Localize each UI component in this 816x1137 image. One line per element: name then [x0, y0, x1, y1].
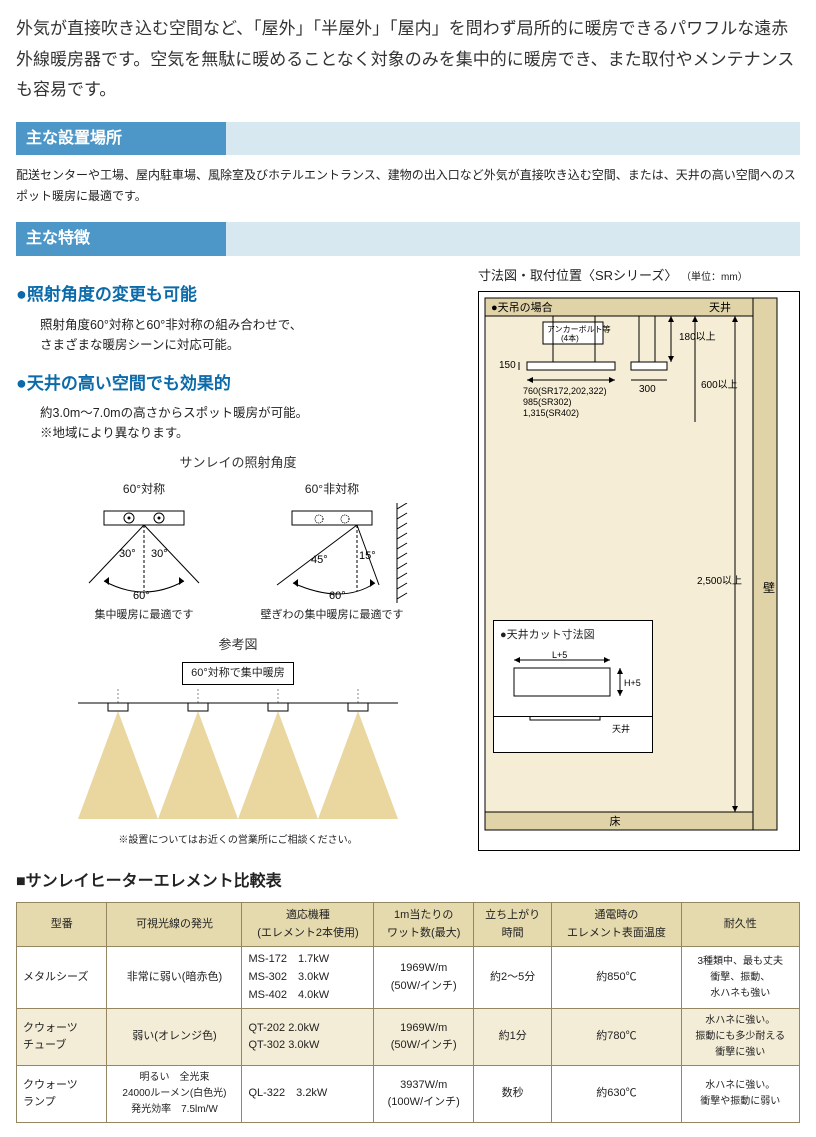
angle-sym-caption: 集中暖房に最適です: [59, 607, 229, 625]
th-model: 型番: [17, 903, 107, 947]
cell: クウォーツチューブ: [17, 1009, 107, 1066]
angle-diagram-title: サンレイの照射角度: [16, 453, 460, 474]
cell: 約850℃: [552, 947, 681, 1009]
feature1-line1: 照射角度60°対称と60°非対称の組み合わせで、: [40, 318, 302, 332]
svg-text:(4本): (4本): [561, 333, 579, 343]
cut-box: ●天井カット寸法図 L+5 H+5: [493, 620, 653, 718]
cell: 水ハネに強い。衝撃や振動に弱い: [681, 1066, 799, 1123]
table-row: クウォーツチューブ 弱い(オレンジ色) QT-202 2.0kWQT-302 3…: [17, 1009, 800, 1066]
svg-text:壁: 壁: [763, 580, 775, 595]
section-bar-places: 主な設置場所: [16, 122, 800, 156]
th-watt: 1m当たりのワット数(最大): [374, 903, 474, 947]
section-tail: [226, 222, 800, 256]
angle-sym-svg: 30° 30° 60°: [59, 503, 229, 603]
feature2-head: ●天井の高い空間でも効果的: [16, 369, 460, 398]
mount-unit: （単位：mm）: [681, 272, 748, 283]
svg-text:1,315(SR402): 1,315(SR402): [523, 408, 579, 418]
angle-asym-label: 60°非対称: [247, 480, 417, 499]
mount-box: ●天吊の場合 天井 壁 床 アンカーボルト等 (4本): [478, 291, 800, 851]
th-visible: 可視光線の発光: [107, 903, 242, 947]
cell: 約1分: [473, 1009, 551, 1066]
svg-text:45°: 45°: [311, 554, 328, 566]
svg-text:2,500以上: 2,500以上: [697, 575, 742, 587]
svg-text:天井: 天井: [709, 300, 731, 314]
th-compat: 適応機種(エレメント2本使用): [242, 903, 374, 947]
cell: 約780℃: [552, 1009, 681, 1066]
cell: 約630℃: [552, 1066, 681, 1123]
table-row: メタルシーズ 非常に弱い(暗赤色) MS-172 1.7kWMS-302 3.0…: [17, 947, 800, 1009]
intro-text: 外気が直接吹き込む空間など、「屋外」「半屋外」「屋内」を問わず局所的に暖房できる…: [16, 14, 800, 106]
svg-text:H+5: H+5: [624, 678, 641, 688]
table-row: クウォーツランプ 明るい 全光束24000ルーメン(白色光)発光効率 7.5lm…: [17, 1066, 800, 1123]
ref-title: 参考図: [16, 635, 460, 656]
feature2-title: 天井の高い空間でも効果的: [27, 374, 231, 393]
svg-text:60°: 60°: [329, 590, 346, 602]
svg-text:30°: 30°: [119, 548, 136, 560]
svg-text:天井: 天井: [612, 723, 630, 734]
feature2-body: 約3.0m～7.0mの高さからスポット暖房が可能。 ※地域により異なります。: [40, 403, 460, 443]
angle-sym: 60°対称 30° 30° 60°: [59, 480, 229, 625]
svg-text:床: 床: [610, 814, 621, 828]
cell: メタルシーズ: [17, 947, 107, 1009]
svg-text:180以上: 180以上: [679, 331, 716, 343]
feature1-title: 照射角度の変更も可能: [27, 285, 197, 304]
svg-text:L+5: L+5: [552, 650, 567, 660]
cut-svg: L+5 H+5: [500, 650, 644, 710]
angle-asym: 60°非対称 45° 15° 60°: [247, 480, 417, 625]
cell: 1969W/m(50W/インチ): [374, 1009, 474, 1066]
ref-note: ※設置についてはお近くの営業所にご相談ください。: [16, 833, 460, 849]
section-title-features: 主な特徴: [16, 222, 226, 256]
cell: 3種類中、最も丈夫衝撃、振動、水ハネも強い: [681, 947, 799, 1009]
cell: 非常に弱い(暗赤色): [107, 947, 242, 1009]
mount-svg: ●天吊の場合 天井 壁 床 アンカーボルト等 (4本): [479, 292, 783, 836]
svg-text:30°: 30°: [151, 548, 168, 560]
feature1-line2: さまざまな暖房シーンに対応可能。: [40, 338, 239, 352]
section-tail: [226, 122, 800, 156]
feature2-line1: 約3.0m～7.0mの高さからスポット暖房が可能。: [40, 406, 308, 420]
ref-box-label: 60°対称で集中暖房: [182, 662, 294, 686]
cell: 約2～5分: [473, 947, 551, 1009]
table-header-row: 型番 可視光線の発光 適応機種(エレメント2本使用) 1m当たりのワット数(最大…: [17, 903, 800, 947]
mount-title-text: 寸法図・取付位置〈SRシリーズ〉: [478, 268, 677, 283]
feature1-head: ●照射角度の変更も可能: [16, 280, 460, 309]
ref-svg: [58, 689, 418, 829]
cell: クウォーツランプ: [17, 1066, 107, 1123]
places-body: 配送センターや工場、屋内駐車場、風除室及びホテルエントランス、建物の出入口など外…: [16, 165, 800, 206]
cell: 数秒: [473, 1066, 551, 1123]
cell: QL-322 3.2kW: [242, 1066, 374, 1123]
cell: 1969W/m(50W/インチ): [374, 947, 474, 1009]
angle-asym-caption: 壁ぎわの集中暖房に最適です: [247, 607, 417, 625]
svg-text:15°: 15°: [359, 550, 376, 562]
angle-asym-svg: 45° 15° 60°: [247, 503, 417, 603]
svg-text:●天吊の場合: ●天吊の場合: [491, 300, 553, 314]
cell: 3937W/m(100W/インチ): [374, 1066, 474, 1123]
feature1-body: 照射角度60°対称と60°非対称の組み合わせで、 さまざまな暖房シーンに対応可能…: [40, 315, 460, 355]
cell: MS-172 1.7kWMS-302 3.0kWMS-402 4.0kW: [242, 947, 374, 1009]
th-temp: 通電時のエレメント表面温度: [552, 903, 681, 947]
th-rise: 立ち上がり時間: [473, 903, 551, 947]
svg-text:150: 150: [499, 360, 516, 371]
section-bar-features: 主な特徴: [16, 222, 800, 256]
svg-text:600以上: 600以上: [701, 379, 738, 391]
cut-title: ●天井カット寸法図: [500, 627, 646, 645]
cell: 弱い(オレンジ色): [107, 1009, 242, 1066]
cell: 明るい 全光束24000ルーメン(白色光)発光効率 7.5lm/W: [107, 1066, 242, 1123]
svg-text:300: 300: [639, 384, 656, 395]
svg-text:985(SR302): 985(SR302): [523, 397, 572, 407]
angle-sym-label: 60°対称: [59, 480, 229, 499]
feature2-line2: ※地域により異なります。: [40, 426, 189, 440]
table-title: ■サンレイヒーターエレメント比較表: [16, 869, 800, 895]
svg-text:アンカーボルト等: アンカーボルト等: [547, 324, 611, 334]
cell: QT-202 2.0kWQT-302 3.0kW: [242, 1009, 374, 1066]
comparison-table: 型番 可視光線の発光 適応機種(エレメント2本使用) 1m当たりのワット数(最大…: [16, 902, 800, 1123]
section-title-places: 主な設置場所: [16, 122, 226, 156]
th-dura: 耐久性: [681, 903, 799, 947]
svg-text:60°: 60°: [133, 590, 150, 602]
svg-text:760(SR172,202,322): 760(SR172,202,322): [523, 386, 607, 396]
cell: 水ハネに強い。振動にも多少耐える衝撃に強い: [681, 1009, 799, 1066]
mount-title: 寸法図・取付位置〈SRシリーズ〉 （単位：mm）: [478, 266, 800, 287]
